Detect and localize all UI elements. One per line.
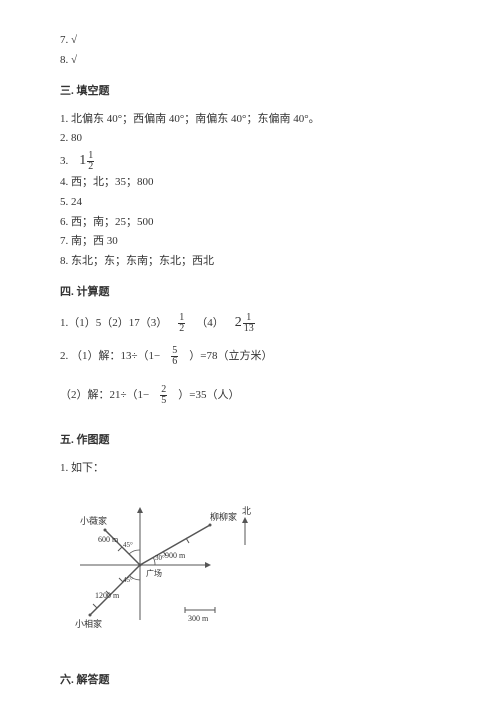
s3-l1: 1. 北偏东 40°；西偏南 40°；南偏东 40°；东偏南 40°。 [60, 111, 440, 129]
s4-q2a-fd: 6 [171, 357, 178, 367]
s4-q2b-post: ）=35（人） [178, 389, 239, 401]
section-6-title: 六. 解答题 [60, 672, 440, 690]
section-4-title: 四. 计算题 [60, 284, 440, 302]
s4-q2b-pre: （2）解：21÷（1− [60, 389, 149, 401]
s4-q1-f2d: 13 [243, 324, 255, 334]
s4-q2b-frac: 2 5 [160, 385, 167, 406]
label-600: 600 m [98, 535, 119, 544]
s3-l3-prefix: 3. [60, 155, 68, 167]
label-900: 900 m [165, 551, 186, 560]
s4-q2a: 2. （1）解：13÷（1− 5 6 ）=78（立方米） [60, 346, 440, 367]
s3-l3-frac: 1 2 [87, 151, 94, 172]
s3-l3: 3. 1 1 2 [60, 150, 440, 172]
answer-8: 8. √ [60, 52, 440, 70]
s4-q2b-fd: 5 [160, 396, 167, 406]
label-a45a: 45° [123, 541, 133, 549]
s4-q1-mixed: 2 1 13 [235, 312, 255, 334]
direction-diagram: 小薇家 600 m 柳柳家 900 m 广场 1200 m 小相家 300 m … [60, 490, 270, 640]
label-1200: 1200 m [95, 591, 120, 600]
s5-l1: 1. 如下： [60, 460, 440, 478]
s4-q2a-frac: 5 6 [171, 346, 178, 367]
label-a45b: 45° [123, 576, 133, 584]
s3-l4: 4. 西；北；35；800 [60, 174, 440, 192]
label-liuliu: 柳柳家 [210, 511, 237, 522]
section-3-title: 三. 填空题 [60, 83, 440, 101]
label-xiaowei: 小薇家 [80, 515, 107, 526]
s3-l3-den: 2 [87, 162, 94, 172]
s3-l3-whole: 1 [79, 150, 86, 172]
label-300: 300 m [188, 614, 209, 623]
s4-q1-mid: （4） [196, 317, 224, 329]
s3-l8: 8. 东北；东；东南；东北；西北 [60, 253, 440, 271]
s3-l7: 7. 南；西 30 [60, 233, 440, 251]
s4-q2b: （2）解：21÷（1− 2 5 ）=35（人） [60, 385, 440, 406]
label-xiaoxiang: 小相家 [75, 618, 102, 629]
s3-l3-num: 1 [87, 151, 94, 162]
label-guangchang: 广场 [146, 568, 162, 578]
section-5-title: 五. 作图题 [60, 432, 440, 450]
s4-q1-frac2: 1 13 [243, 313, 255, 334]
s3-l6: 6. 西；南；25；500 [60, 214, 440, 232]
s4-q1: 1.（1）5（2）17（3） 1 2 （4） 2 1 13 [60, 312, 440, 334]
label-a30: 30° [155, 554, 165, 562]
s4-q1-frac1: 1 2 [178, 313, 185, 334]
s4-q1-f1d: 2 [178, 324, 185, 334]
s4-q2a-pre: 2. （1）解：13÷（1− [60, 350, 160, 362]
answer-7: 7. √ [60, 32, 440, 50]
label-north: 北 [242, 506, 251, 516]
s4-q1-f2n: 1 [243, 313, 255, 324]
s3-l5: 5. 24 [60, 194, 440, 212]
s3-l2: 2. 80 [60, 130, 440, 148]
s4-q1-pre: 1.（1）5（2）17（3） [60, 317, 167, 329]
s3-l3-mixed: 1 1 2 [79, 150, 94, 172]
s4-q1-f2w: 2 [235, 312, 242, 334]
s4-q2a-post: ）=78（立方米） [189, 350, 272, 362]
